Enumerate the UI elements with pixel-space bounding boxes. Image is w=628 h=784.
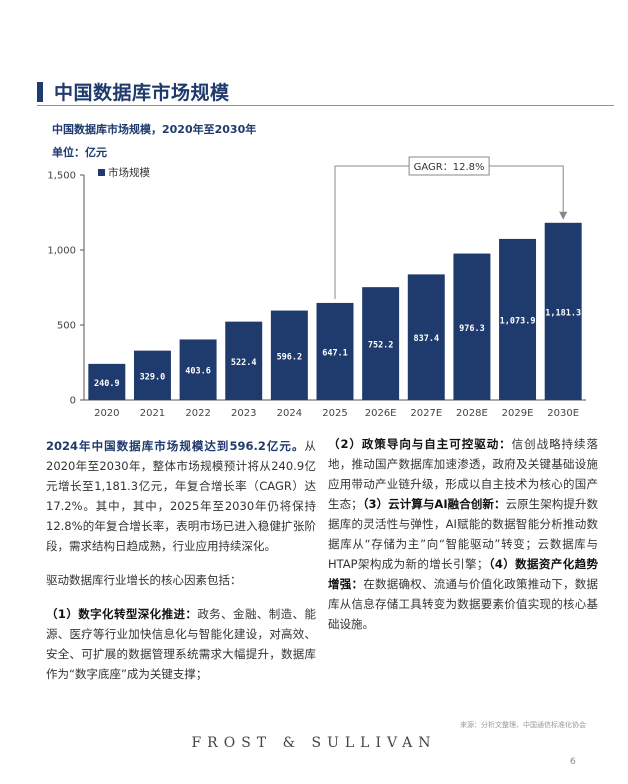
driver-item-2: （2）政策导向与自主可控驱动：信创战略持续落地，推动国产数据库加速渗透，政府及关… <box>328 434 598 634</box>
x-tick-label: 2024 <box>277 408 302 419</box>
x-tick-label: 2022 <box>185 408 210 419</box>
right-column: （2）政策导向与自主可控驱动：信创战略持续落地，推动国产数据库加速渗透，政府及关… <box>328 434 598 634</box>
bar-value-label: 403.6 <box>185 367 211 377</box>
cagr-arrow <box>559 211 568 220</box>
y-tick-label: 500 <box>57 321 76 332</box>
x-tick-label: 2028E <box>456 408 488 419</box>
x-tick-label: 2021 <box>140 408 165 419</box>
bar <box>362 287 400 400</box>
bar-value-label: 1,073.9 <box>500 316 536 326</box>
bar-value-label: 329.0 <box>140 372 166 382</box>
x-tick-label: 2029E <box>502 408 534 419</box>
bar-value-label: 522.4 <box>231 358 257 368</box>
chart-subtitle: 中国数据库市场规模，2020年至2030年 <box>52 123 257 136</box>
bar-value-label: 837.4 <box>413 334 439 344</box>
chart-unit: 单位：亿元 <box>52 146 107 159</box>
driver-2-title: （2）政策导向与自主可控驱动： <box>328 437 512 451</box>
x-tick-label: 2025 <box>322 408 347 419</box>
cagr-label: GAGR：12.8% <box>414 162 485 173</box>
bar <box>544 222 582 400</box>
page-number: 6 <box>570 757 576 767</box>
driver-2-text: 信创战略持续落地，推动国产数据库加速渗透，政府及关键基础设施应用带动产业链升级，… <box>328 437 599 511</box>
bar-value-label: 647.1 <box>322 348 348 358</box>
bar <box>225 321 263 400</box>
drivers-intro: 驱动数据库行业增长的核心因素包括： <box>46 573 242 587</box>
bar-value-label: 1,181.3 <box>545 308 581 318</box>
driver-4-text: 在数据确权、流通与价值化政策推动下，数据库从信息存储工具转变为数据要素价值实现的… <box>328 577 598 631</box>
bar <box>270 310 308 400</box>
left-column: 2024年中国数据库市场规模达到596.2亿元。从2020年至2030年，整体市… <box>46 436 316 684</box>
bar-value-label: 752.2 <box>368 341 394 351</box>
title-accent-bar <box>37 82 43 102</box>
driver-4-title: （4）数据资产化趋势增强： <box>328 557 598 591</box>
legend-label: 市场规模 <box>108 166 150 179</box>
driver-item-1: （1）数字化转型深化推进：政务、金融、制造、能源、医疗等行业加快信息化与智能化建… <box>46 604 316 684</box>
page-title: 中国数据库市场规模 <box>54 82 230 104</box>
summary-heading: 2024年中国数据库市场规模达到596.2亿元。 <box>46 439 305 453</box>
summary-paragraph: 2024年中国数据库市场规模达到596.2亿元。从2020年至2030年，整体市… <box>46 436 316 556</box>
x-tick-label: 2026E <box>365 408 397 419</box>
market-size-chart: 0 500 1,000 1,500 240.9 2020 329.0 2021 403.6 202… <box>47 156 586 419</box>
cagr-box <box>408 156 490 176</box>
legend-swatch <box>98 169 105 176</box>
y-tick-label: 1,500 <box>47 171 76 182</box>
bar <box>499 238 537 400</box>
x-tick-label: 2020 <box>94 408 119 419</box>
y-tick-label: 1,000 <box>47 246 76 257</box>
brand-logo: FROST & SULLIVAN <box>191 735 437 751</box>
bar <box>179 339 217 400</box>
driver-3-title: （3）云计算与AI融合创新： <box>362 497 506 511</box>
x-tick-label: 2023 <box>231 408 256 419</box>
bar <box>88 363 126 400</box>
bar <box>133 350 171 400</box>
summary-text: 从2020年至2030年，整体市场规模预计将从240.9亿元增长至1,181.3… <box>46 439 316 553</box>
bar <box>407 274 445 400</box>
bar <box>316 302 354 400</box>
bar-value-label: 596.2 <box>277 352 303 362</box>
x-tick-label: 2027E <box>410 408 442 419</box>
bar-value-label: 976.3 <box>459 324 485 334</box>
x-tick-label: 2030E <box>547 408 579 419</box>
driver-3-text: 云原生架构提升数据库的灵活性与弹性，AI赋能的数据智能分析推动数据库从“存储为主… <box>328 497 599 571</box>
driver-1-text: 政务、金融、制造、能源、医疗等行业加快信息化与智能化建设，对高效、安全、可扩展的… <box>46 607 316 681</box>
y-tick-label: 0 <box>70 396 76 407</box>
driver-1-title: （1）数字化转型深化推进： <box>46 607 198 621</box>
bar-value-label: 240.9 <box>94 379 120 389</box>
source-note: 来源：分析文整理、中国通信标准化协会 <box>460 721 586 729</box>
bar <box>453 253 491 400</box>
title-divider <box>37 105 614 106</box>
